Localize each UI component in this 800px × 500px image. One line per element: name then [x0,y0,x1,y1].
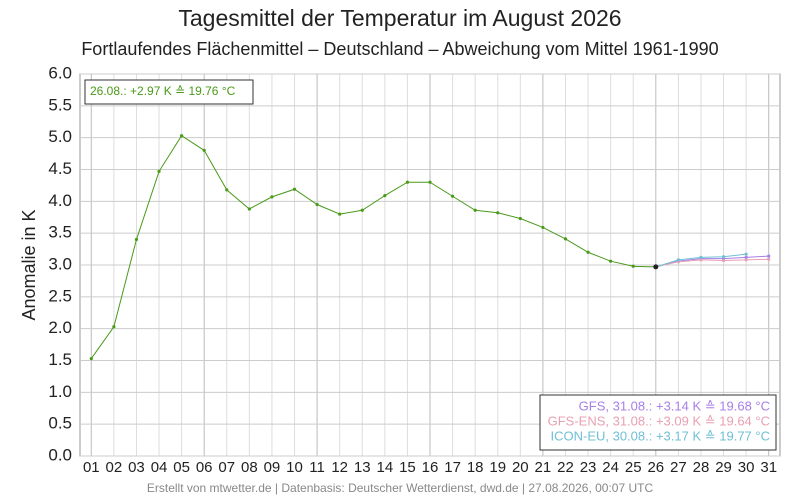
legend-entry: GFS-ENS, 31.08.: +3.09 K ≙ 19.64 °C [548,413,770,428]
data-point [383,194,387,198]
data-point [721,258,726,263]
data-point [180,134,184,138]
x-tick-label: 01 [83,459,100,476]
data-point [699,258,703,262]
x-tick-label: 22 [557,459,574,476]
data-point [496,211,500,215]
data-point [541,225,545,230]
x-tick-label: 16 [422,459,439,476]
x-tick-label: 12 [331,459,348,476]
y-tick-label: 5.0 [48,127,72,146]
data-point [450,194,455,198]
chart-subtitle: Fortlaufendes Flächenmittel – Deutschlan… [81,39,718,59]
data-point [360,208,364,212]
data-point [112,325,116,329]
x-tick-label: 28 [693,459,710,476]
y-tick-label: 3.0 [48,254,72,273]
data-point [202,148,206,152]
annotation-box [84,79,254,105]
x-tick-label: 09 [264,459,281,476]
x-tick-label: 05 [173,459,190,476]
y-tick-label: 0.5 [48,414,72,433]
data-point [631,264,635,268]
series-line [655,258,769,268]
data-point [315,202,319,207]
y-tick-label: 4.0 [48,191,72,210]
x-tick-label: 15 [399,459,416,476]
data-point [338,212,342,216]
x-tick-label: 10 [286,459,303,476]
x-tick-label: 19 [489,459,506,476]
y-tick-label: 6.0 [48,63,72,82]
data-point [744,252,748,256]
x-tick-label: 07 [218,459,235,476]
data-point [428,180,432,184]
x-tick-label: 26 [647,459,664,476]
data-point [563,237,568,241]
data-point [225,188,229,192]
x-tick-label: 02 [106,459,123,476]
x-tick-label: 08 [241,459,258,476]
y-axis-label: Anomalie in K [19,209,39,320]
x-tick-label: 29 [715,459,732,476]
data-point [89,356,93,361]
x-tick-label: 06 [196,459,213,476]
current-point [653,264,659,270]
x-tick-label: 21 [535,459,552,476]
data-point [676,258,680,262]
y-tick-label: 1.5 [48,350,72,369]
x-tick-label: 20 [512,459,529,476]
legend-entry: ICON-EU, 30.08.: +3.17 K ≙ 19.77 °C [550,428,770,443]
x-tick-label: 18 [467,459,484,476]
y-tick-label: 2.5 [48,286,72,305]
data-point [270,195,274,199]
x-tick-label: 24 [602,459,619,476]
series-line [90,135,656,359]
x-tick-label: 23 [580,459,597,476]
data-point [609,259,613,263]
y-tick-label: 5.5 [48,95,72,114]
x-tick-label: 14 [376,459,393,476]
data-point [586,250,590,254]
data-point [767,257,771,261]
legend-entry: GFS, 31.08.: +3.14 K ≙ 19.68 °C [579,398,770,413]
x-tick-label: 03 [128,459,145,476]
y-tick-label: 2.0 [48,318,72,337]
data-point [699,255,703,259]
data-point [134,237,139,242]
data-point [767,254,771,258]
x-tick-label: 25 [625,459,642,476]
data-point [744,255,748,259]
y-tick-label: 0.0 [48,445,72,464]
x-tick-label: 27 [670,459,687,476]
data-point [157,169,161,174]
data-point [473,208,477,212]
legend-box [539,394,777,451]
x-tick-label: 04 [151,459,168,476]
x-tick-label: 30 [738,459,755,476]
data-point [744,258,748,262]
data-point [405,180,410,184]
y-tick-label: 1.0 [48,382,72,401]
chart-title: Tagesmittel der Temperatur im August 202… [178,5,621,31]
y-tick-label: 3.5 [48,223,72,242]
x-tick-label: 31 [760,459,777,476]
data-point [518,216,522,221]
data-point [247,207,251,211]
x-tick-label: 17 [444,459,461,476]
data-point [292,187,297,191]
x-tick-label: 11 [309,459,325,476]
y-tick-label: 4.5 [48,159,72,178]
x-tick-label: 13 [354,459,371,476]
series-line [655,255,769,268]
data-point [721,255,726,259]
footer: Erstellt von mtwetter.de | Datenbasis: D… [147,481,654,495]
annotation: 26.08.: +2.97 K ≙ 19.76 °C [90,84,236,98]
